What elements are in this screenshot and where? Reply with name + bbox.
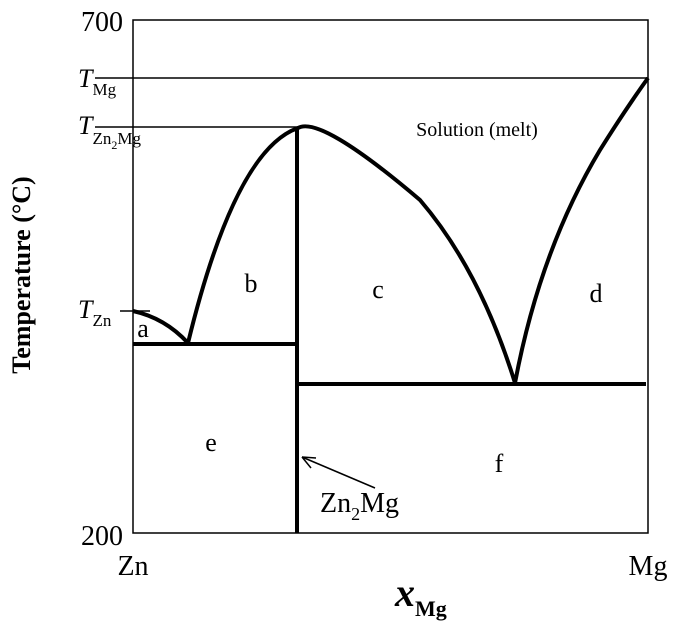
x-right: Mg xyxy=(629,551,668,582)
t-zn2mg-label: TZn2Mg xyxy=(78,111,141,152)
compound-sub: 2 xyxy=(351,504,360,524)
plot-frame xyxy=(132,19,649,534)
region-e: e xyxy=(205,428,217,457)
compound-part2: Mg xyxy=(360,488,399,519)
t-sub3: Mg xyxy=(117,129,141,148)
x-label-main: x xyxy=(394,570,415,615)
compound-part1: Zn xyxy=(320,488,351,519)
region-a: a xyxy=(137,314,149,343)
region-melt: Solution (melt) xyxy=(416,119,538,141)
t-sub: Zn xyxy=(92,129,111,148)
compound-label: Zn2Mg xyxy=(320,488,399,524)
t-main: T xyxy=(78,64,94,93)
y-bottom: 200 xyxy=(81,521,123,552)
x-left: Zn xyxy=(117,551,148,582)
y-top: 700 xyxy=(81,7,123,38)
t-main: T xyxy=(78,295,94,324)
y-label: Temperature (°C) xyxy=(7,176,36,373)
region-d: d xyxy=(590,279,603,308)
curve-a xyxy=(132,309,190,345)
region-f: f xyxy=(495,449,504,478)
t-zn-label: TZn xyxy=(78,295,112,330)
t-mg-label: TMg xyxy=(78,64,117,99)
curve-b xyxy=(186,126,299,344)
x-label: xMg xyxy=(394,570,447,621)
x-label-sub: Mg xyxy=(415,596,447,621)
arrow-line xyxy=(301,456,376,489)
t-sub2: 2 xyxy=(111,138,117,152)
region-b: b xyxy=(245,269,258,298)
t-sub: Zn xyxy=(92,311,111,330)
curve-c xyxy=(296,124,517,384)
curve-d xyxy=(513,76,650,384)
arrow-head xyxy=(301,456,317,469)
region-c: c xyxy=(372,275,384,304)
t-sub: Mg xyxy=(92,80,116,99)
t-main: T xyxy=(78,111,94,140)
